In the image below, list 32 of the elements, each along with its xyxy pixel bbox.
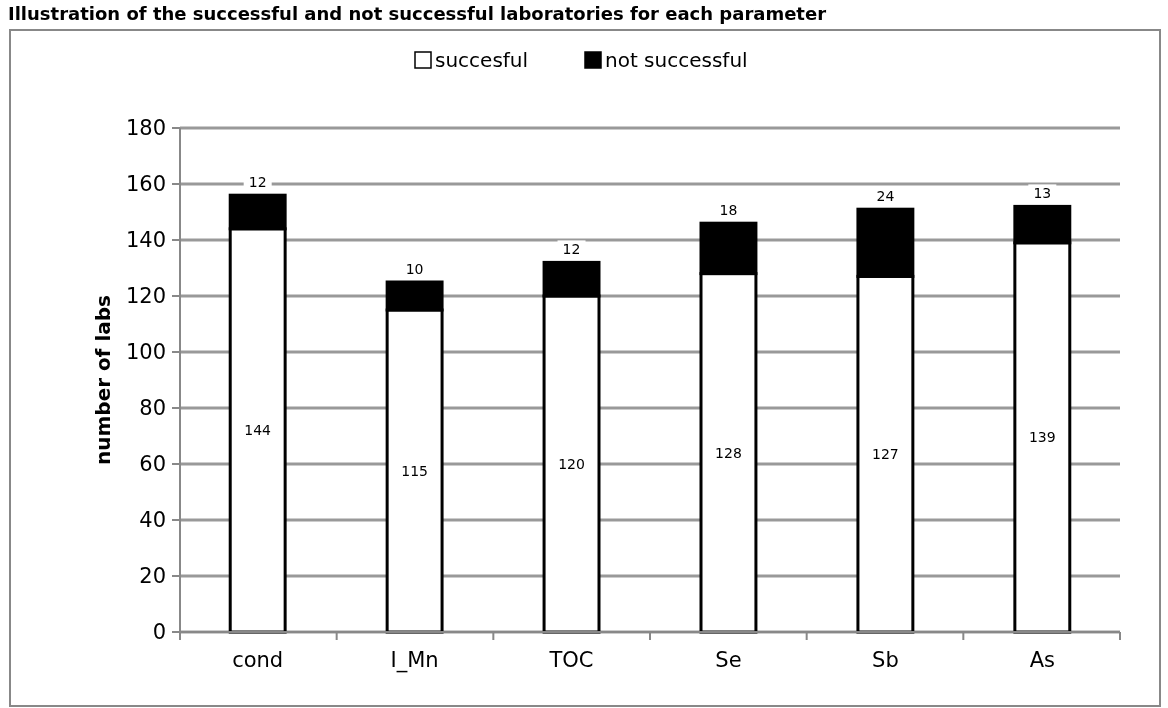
y-tick-label: 120 bbox=[125, 284, 166, 308]
y-tick-label: 40 bbox=[139, 508, 166, 532]
y-axis-title: number of labs bbox=[91, 295, 115, 465]
data-label: 139 bbox=[1028, 429, 1056, 446]
data-label: 144 bbox=[244, 422, 272, 439]
y-tick-label: 20 bbox=[139, 564, 166, 588]
data-label: 13 bbox=[1033, 185, 1052, 202]
x-tick-label: As bbox=[1029, 648, 1055, 672]
y-tick-label: 80 bbox=[139, 396, 166, 420]
y-tick-label: 100 bbox=[125, 340, 166, 364]
data-label: 120 bbox=[558, 456, 585, 472]
x-tick-label: I_Mn bbox=[390, 648, 439, 673]
data-label: 10 bbox=[405, 261, 424, 277]
legend-label: succesful bbox=[435, 48, 529, 72]
x-tick-label: Se bbox=[715, 648, 742, 672]
x-tick-label: cond bbox=[232, 648, 284, 672]
y-tick-label: 0 bbox=[152, 620, 166, 644]
x-tick-label: TOC bbox=[548, 648, 594, 672]
data-label: 12 bbox=[248, 174, 267, 191]
data-label: 115 bbox=[401, 463, 428, 479]
y-tick-label: 60 bbox=[139, 452, 166, 476]
y-tick-label: 160 bbox=[125, 172, 166, 196]
data-label: 18 bbox=[719, 202, 738, 219]
data-label: 128 bbox=[715, 444, 742, 461]
y-tick-label: 180 bbox=[125, 116, 166, 140]
chart-title: Illustration of the successful and not successful laboratories for each parameter bbox=[8, 3, 827, 24]
data-label: 127 bbox=[872, 446, 899, 463]
x-tick-label: Sb bbox=[872, 648, 899, 672]
data-label: 24 bbox=[876, 188, 895, 205]
y-tick-label: 140 bbox=[125, 228, 166, 252]
legend-label: not successful bbox=[605, 48, 748, 72]
data-label: 12 bbox=[562, 241, 581, 258]
